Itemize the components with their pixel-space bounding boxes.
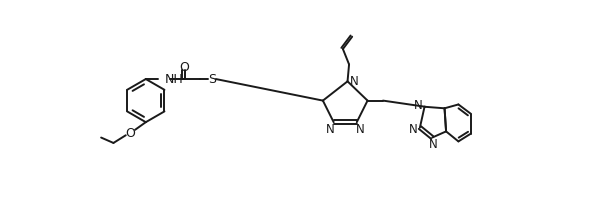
- Text: N: N: [356, 122, 365, 135]
- Text: NH: NH: [164, 72, 183, 85]
- Text: N: N: [326, 122, 334, 135]
- Text: N: N: [409, 122, 418, 135]
- Text: S: S: [208, 72, 216, 85]
- Text: O: O: [179, 61, 189, 74]
- Text: N: N: [428, 137, 438, 151]
- Text: O: O: [125, 127, 135, 140]
- Text: N: N: [350, 75, 359, 88]
- Text: N: N: [414, 99, 423, 111]
